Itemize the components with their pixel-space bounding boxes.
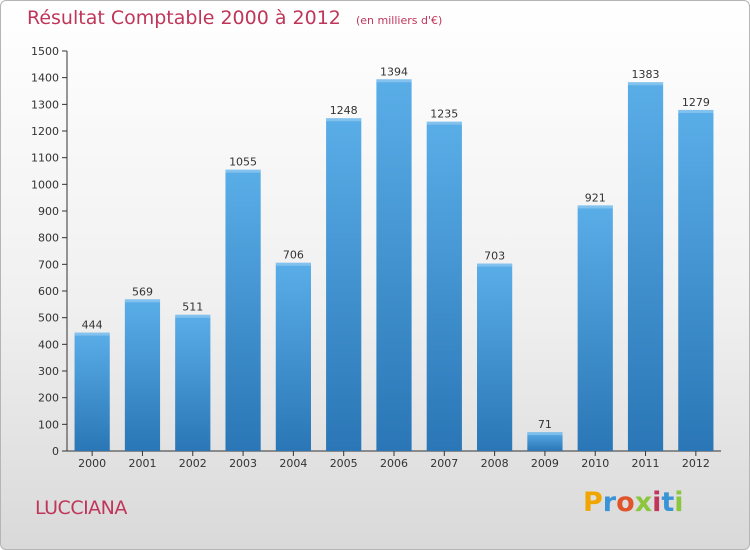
x-tick-label: 2009: [531, 457, 559, 470]
x-tick-label: 2011: [632, 457, 660, 470]
y-tick-label: 600: [38, 285, 59, 298]
data-label: 569: [132, 285, 153, 298]
bar-highlight: [426, 121, 462, 125]
x-axis: 2000 2001 2002 2003 2004 2005 2006 2007 2008 2009…: [67, 450, 721, 470]
y-tick-label: 100: [38, 418, 59, 431]
data-label: 703: [484, 250, 505, 263]
x-tick-label: 2005: [330, 457, 358, 470]
data-label: 921: [585, 191, 606, 204]
chart-title: Résultat Comptable 2000 à 2012: [27, 7, 341, 29]
data-label: 1235: [430, 108, 458, 121]
y-tick-label: 300: [38, 365, 59, 378]
x-tick-label: 2008: [481, 457, 509, 470]
y-tick-label: 700: [38, 258, 59, 271]
bar: [678, 109, 714, 451]
bar-highlight: [376, 79, 412, 83]
logo-letter: o: [616, 487, 635, 518]
bar: [175, 314, 211, 451]
bar: [376, 79, 412, 452]
y-tick-label: 1200: [31, 125, 59, 138]
bar: [124, 299, 161, 451]
x-tick-label: 2007: [430, 457, 458, 470]
logo-letter: i: [674, 487, 684, 518]
bar-highlight: [477, 263, 513, 267]
bar: [275, 262, 311, 451]
y-tick-label: 1000: [31, 178, 59, 191]
y-tick-label: 0: [52, 445, 59, 458]
bar-highlight: [124, 299, 161, 303]
y-tick-label: 1500: [31, 45, 59, 58]
chart-subtitle: (en milliers d'€): [355, 14, 443, 27]
x-tick-label: 2002: [179, 457, 207, 470]
y-tick-label: 900: [38, 205, 59, 218]
logo-letter: P: [583, 487, 603, 518]
bar: [527, 432, 563, 451]
title-row: Résultat Comptable 2000 à 2012 (en milli…: [27, 7, 442, 29]
bar-highlight: [326, 118, 362, 122]
bar-highlight: [527, 432, 563, 436]
logo-letter: r: [602, 487, 617, 518]
data-labels: 444 569 511 1055 706 1248 1394 1235 703 71 921 1383…: [82, 65, 710, 431]
bar-highlight: [225, 169, 261, 173]
bar: [225, 169, 261, 451]
bar: [326, 118, 362, 451]
y-tick-label: 500: [38, 312, 59, 325]
logo-letter: x: [634, 487, 653, 518]
bar-highlight: [175, 314, 211, 318]
data-label: 1248: [330, 104, 358, 117]
y-tick-label: 1100: [31, 152, 59, 165]
bar: [577, 205, 613, 451]
x-tick-label: 2003: [229, 457, 257, 470]
bar-highlight: [678, 109, 714, 113]
y-tick-label: 800: [38, 232, 59, 245]
x-tick-label: 2001: [128, 457, 156, 470]
bar-highlight: [577, 205, 613, 209]
logo-letter: t: [661, 487, 675, 518]
y-tick-label: 400: [38, 338, 59, 351]
bar-highlight: [74, 332, 110, 336]
y-axis: 0 100 200 300 400 500 600 700 800 900 1000 1100 1200…: [31, 45, 68, 458]
data-label: 1279: [682, 96, 710, 109]
bar: [74, 332, 110, 451]
data-label: 706: [283, 249, 304, 262]
bar: [477, 263, 513, 451]
bar-highlight: [627, 82, 664, 86]
commune-name: LUCCIANA: [35, 497, 127, 519]
data-label: 71: [538, 418, 552, 431]
x-tick-label: 2012: [682, 457, 710, 470]
x-tick-label: 2010: [581, 457, 609, 470]
bar: [426, 121, 462, 452]
bar: [627, 82, 664, 451]
data-label: 1383: [632, 68, 660, 81]
data-label: 1394: [380, 65, 408, 78]
proxiti-logo[interactable]: Proxiti: [583, 487, 684, 518]
x-tick-label: 2004: [279, 457, 307, 470]
y-tick-label: 1300: [31, 98, 59, 111]
x-tick-label: 2000: [78, 457, 106, 470]
data-label: 1055: [229, 156, 257, 169]
data-label: 511: [182, 301, 203, 314]
data-label: 444: [82, 319, 103, 332]
bars: [74, 79, 714, 452]
y-tick-label: 1400: [31, 72, 59, 85]
bar-highlight: [275, 262, 311, 266]
y-tick-label: 200: [38, 392, 59, 405]
logo-letter: i: [652, 487, 662, 518]
x-tick-label: 2006: [380, 457, 408, 470]
